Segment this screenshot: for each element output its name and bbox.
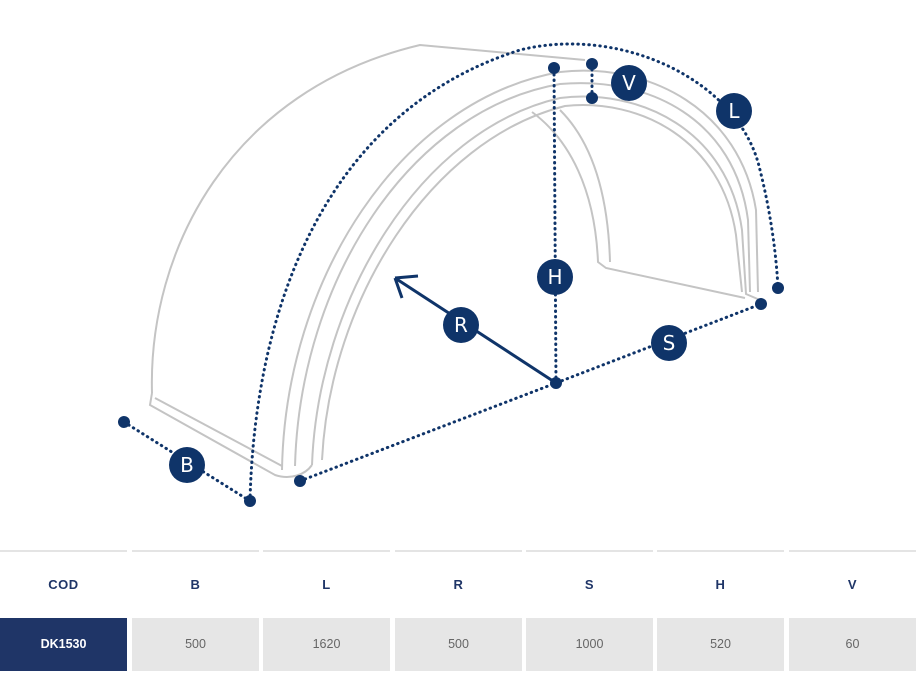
cell-h: 520 bbox=[657, 618, 784, 671]
svg-text:H: H bbox=[547, 265, 562, 289]
svg-text:S: S bbox=[663, 331, 676, 355]
cell-v: 60 bbox=[789, 618, 916, 671]
cell-b: 500 bbox=[132, 618, 259, 671]
label-b: B bbox=[169, 447, 205, 483]
dimension-h-line bbox=[552, 66, 558, 385]
cell-r: 500 bbox=[395, 618, 522, 671]
svg-text:V: V bbox=[622, 71, 636, 95]
svg-text:B: B bbox=[180, 453, 194, 477]
column-v: V 60 bbox=[789, 550, 916, 671]
column-l: L 1620 bbox=[263, 550, 390, 671]
label-s: S bbox=[651, 325, 687, 361]
column-h: H 520 bbox=[657, 550, 784, 671]
fender-dimension-diagram: B L R S H V bbox=[118, 42, 784, 507]
label-l: L bbox=[716, 93, 752, 129]
fender-outline bbox=[148, 43, 761, 478]
cell-cod: DK1530 bbox=[0, 618, 127, 671]
column-cod: COD DK1530 bbox=[0, 550, 127, 671]
header-b: B bbox=[190, 577, 201, 592]
svg-text:L: L bbox=[728, 99, 740, 123]
label-h: H bbox=[537, 259, 573, 295]
label-r: R bbox=[443, 307, 479, 343]
column-s: S 1000 bbox=[526, 550, 653, 671]
svg-text:R: R bbox=[454, 313, 468, 337]
dimension-l-line bbox=[248, 42, 780, 503]
column-b: B 500 bbox=[132, 550, 259, 671]
label-v: V bbox=[611, 65, 647, 101]
header-r: R bbox=[453, 577, 464, 592]
cell-s: 1000 bbox=[526, 618, 653, 671]
dimension-endpoints bbox=[118, 58, 784, 507]
column-r: R 500 bbox=[395, 550, 522, 671]
header-l: L bbox=[322, 577, 331, 592]
header-v: V bbox=[847, 577, 858, 592]
dimension-lines bbox=[122, 42, 780, 503]
header-s: S bbox=[584, 577, 595, 592]
dimension-s-line bbox=[298, 302, 763, 483]
header-cod: COD bbox=[48, 577, 79, 592]
cell-l: 1620 bbox=[263, 618, 390, 671]
header-h: H bbox=[715, 577, 726, 592]
